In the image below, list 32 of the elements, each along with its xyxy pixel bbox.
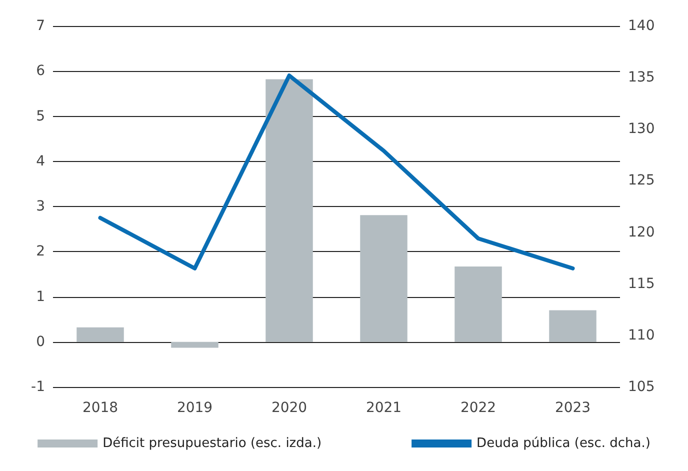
y2-tick-label: 130 bbox=[628, 121, 655, 138]
x-tick-label: 2021 bbox=[366, 400, 402, 416]
y2-tick-label: 110 bbox=[628, 327, 655, 344]
bar bbox=[76, 327, 124, 342]
y-tick-label: 3 bbox=[36, 198, 45, 214]
legend-label: Deuda pública (esc. dcha.) bbox=[476, 436, 650, 451]
x-tick-label: 2020 bbox=[271, 400, 308, 416]
bar bbox=[549, 310, 596, 342]
x-tick-label: 2018 bbox=[82, 400, 118, 416]
y2-tick-label: 140 bbox=[628, 18, 655, 34]
y2-tick-label: 105 bbox=[628, 379, 655, 395]
bar bbox=[360, 215, 408, 342]
y-tick-label: 4 bbox=[36, 153, 46, 170]
y-tick-label: 7 bbox=[36, 18, 45, 34]
x-tick-label: 2019 bbox=[176, 400, 213, 416]
bar bbox=[266, 79, 313, 342]
x-tick-label: 2023 bbox=[554, 400, 591, 416]
y-tick-label: -1 bbox=[31, 379, 45, 395]
y-tick-label: 5 bbox=[36, 108, 45, 124]
y-tick-label: 6 bbox=[36, 63, 46, 80]
y2-tick-label: 125 bbox=[628, 172, 655, 189]
x-tick-label: 2022 bbox=[460, 400, 496, 416]
bar bbox=[454, 266, 502, 342]
line-series bbox=[98, 74, 575, 270]
y2-tick-label: 135 bbox=[628, 70, 655, 86]
y-tick-label: 0 bbox=[36, 334, 45, 350]
y2-tick-label: 120 bbox=[628, 224, 655, 240]
bar bbox=[171, 342, 218, 348]
y-tick-label: 1 bbox=[36, 288, 45, 305]
y-tick-label: 2 bbox=[36, 244, 45, 260]
y2-tick-label: 115 bbox=[628, 276, 655, 292]
legend-label: Déficit presupuestario (esc. izda.) bbox=[102, 436, 322, 451]
